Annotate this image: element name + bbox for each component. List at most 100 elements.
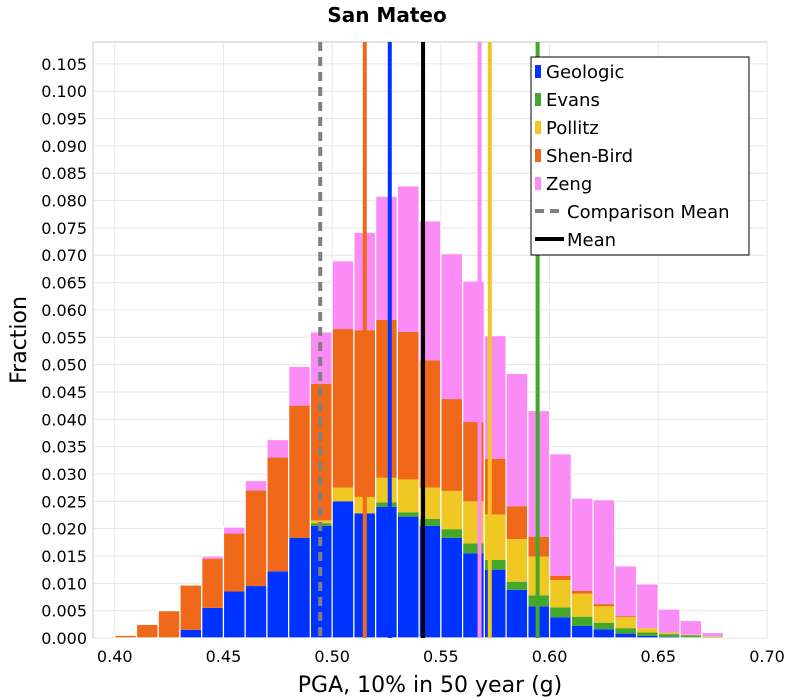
- bar-geologic: [614, 633, 637, 638]
- bar-pollitz: [549, 580, 572, 608]
- bar-evans: [593, 622, 615, 630]
- y-tick-label: 0.075: [41, 219, 87, 238]
- legend-swatch-evans: [535, 93, 541, 106]
- y-tick-label: 0.005: [41, 602, 87, 621]
- y-tick-label: 0.060: [41, 301, 87, 320]
- bar-evans: [636, 632, 659, 636]
- legend-swatch-shen-bird: [535, 149, 541, 162]
- bar-evans: [614, 628, 637, 634]
- bar-geologic: [266, 571, 289, 638]
- chart-title: San Mateo: [327, 3, 446, 27]
- bar-geologic: [593, 629, 615, 638]
- bar-pollitz: [484, 514, 507, 560]
- bar-pollitz: [680, 634, 702, 636]
- y-tick-label: 0.020: [41, 520, 87, 539]
- y-tick-label: 0.070: [41, 246, 87, 265]
- bar-shen-bird: [484, 458, 507, 515]
- bar-zeng: [288, 366, 311, 406]
- bar-evans: [440, 529, 463, 538]
- bar-pollitz: [658, 632, 681, 635]
- bar-zeng: [332, 260, 354, 330]
- y-tick-label: 0.100: [41, 82, 87, 101]
- y-tick-label: 0.010: [41, 574, 87, 593]
- y-tick-label: 0.000: [41, 629, 87, 648]
- bar-zeng: [223, 527, 246, 534]
- bar-evans: [397, 512, 420, 517]
- legend: Geologic Evans Pollitz Shen-Bird Zeng Compari…: [530, 56, 750, 256]
- bar-shen-bird: [614, 616, 637, 618]
- bar-zeng: [571, 498, 594, 591]
- bar-zeng: [614, 565, 637, 617]
- y-tick-label: 0.080: [41, 192, 87, 211]
- bar-outline: [701, 631, 725, 639]
- x-tick-label: 0.60: [532, 647, 568, 666]
- x-axis-title: PGA, 10% in 50 year (g): [298, 673, 562, 698]
- bar-zeng: [201, 555, 224, 559]
- bar-evans: [506, 581, 528, 590]
- legend-label-geologic: Geologic: [546, 62, 624, 83]
- bar-zeng: [593, 499, 615, 605]
- bar-geologic: [636, 635, 659, 638]
- bar-pollitz: [571, 593, 594, 617]
- x-tick-label: 0.45: [206, 647, 242, 666]
- bar-zeng: [375, 196, 398, 320]
- bar-zeng: [397, 185, 420, 332]
- bar-shen-bird: [506, 506, 528, 540]
- bar-geologic: [440, 537, 463, 638]
- y-axis-ticks: 0.000 0.005 0.010 0.015 0.020 0.025 0.030 0.035…: [41, 55, 87, 648]
- bar-shen-bird: [179, 584, 202, 630]
- bar-evans: [658, 634, 681, 637]
- bar-shen-bird: [375, 319, 398, 478]
- y-tick-label: 0.085: [41, 164, 87, 183]
- x-tick-label: 0.55: [423, 647, 459, 666]
- bar-zeng: [636, 583, 659, 629]
- x-tick-label: 0.40: [97, 647, 133, 666]
- y-tick-label: 0.035: [41, 438, 87, 457]
- bar-zeng: [701, 632, 724, 637]
- y-axis-title: Fraction: [7, 296, 32, 384]
- bar-geologic: [310, 525, 333, 638]
- bar-geologic: [201, 607, 224, 638]
- y-tick-label: 0.065: [41, 274, 87, 293]
- bar-geologic: [549, 617, 572, 638]
- bar-pollitz: [701, 636, 724, 637]
- bar-shen-bird: [136, 624, 159, 638]
- legend-label-comparison-mean: Comparison Mean: [567, 202, 730, 223]
- y-tick-label: 0.040: [41, 410, 87, 429]
- bar-evans: [549, 607, 572, 618]
- legend-swatch-zeng: [535, 177, 541, 190]
- bar-shen-bird: [158, 610, 180, 638]
- bar-pollitz: [614, 617, 637, 629]
- y-tick-label: 0.050: [41, 356, 87, 375]
- legend-swatch-pollitz: [535, 121, 541, 134]
- bar-shen-bird: [593, 604, 615, 607]
- bar-shen-bird: [440, 399, 463, 491]
- bar-geologic: [288, 537, 311, 638]
- bar-pollitz: [397, 479, 420, 513]
- bar-geologic: [245, 586, 267, 638]
- bar-geologic: [571, 625, 594, 638]
- legend-box: [530, 56, 750, 256]
- bar-zeng: [266, 439, 289, 458]
- y-tick-label: 0.015: [41, 547, 87, 566]
- bar-geologic: [397, 516, 420, 638]
- bar-zeng: [484, 335, 507, 459]
- bar-shen-bird: [223, 533, 246, 592]
- bar-evans: [484, 559, 507, 570]
- bar-geologic: [223, 591, 246, 638]
- bar-pollitz: [440, 490, 463, 530]
- bar-shen-bird: [332, 329, 354, 488]
- bar-pollitz: [375, 477, 398, 503]
- y-tick-label: 0.095: [41, 110, 87, 129]
- y-tick-label: 0.055: [41, 328, 87, 347]
- y-tick-label: 0.045: [41, 383, 87, 402]
- bar-shen-bird: [201, 558, 224, 608]
- bar-shen-bird: [549, 575, 572, 581]
- legend-swatch-geologic: [535, 65, 541, 78]
- bar-geologic: [179, 629, 202, 638]
- bar-geologic: [332, 501, 354, 638]
- bar-evans: [680, 635, 702, 638]
- legend-label-evans: Evans: [546, 90, 600, 111]
- bar-geologic: [484, 569, 507, 638]
- bar-geologic: [506, 589, 528, 638]
